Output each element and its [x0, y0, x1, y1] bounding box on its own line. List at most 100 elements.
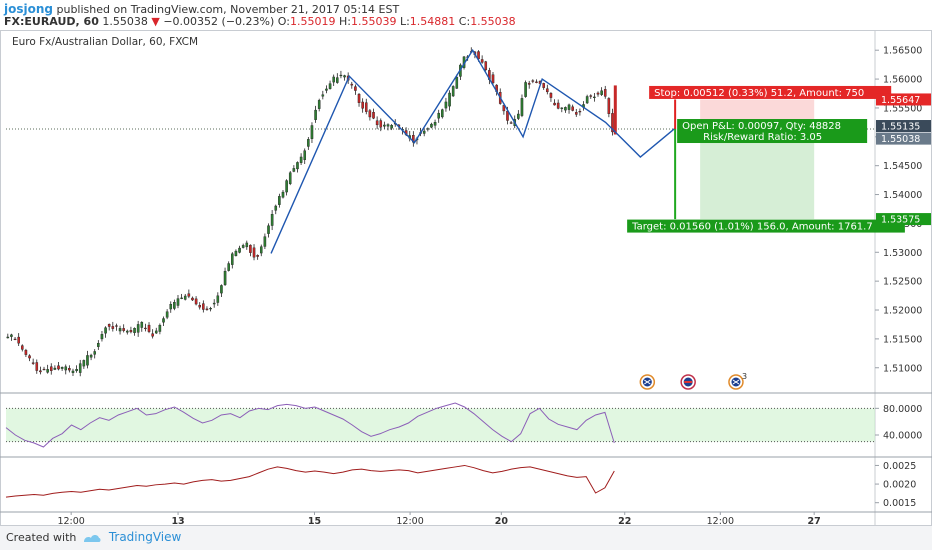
- candle-body: [162, 318, 165, 323]
- candles: [6, 47, 614, 377]
- symbol-name[interactable]: FX:EURAUD, 60: [4, 15, 99, 28]
- candle-body: [524, 82, 527, 97]
- candle-body: [527, 82, 531, 85]
- candle: [21, 344, 24, 352]
- chart-area[interactable]: Euro Fx/Australian Dollar, 60, FXCM 1.565…: [0, 30, 932, 526]
- candle-body: [578, 111, 582, 113]
- candle-body: [336, 77, 339, 83]
- osc-tick-label: 0.0020: [883, 480, 916, 491]
- candle: [68, 365, 71, 373]
- price-pane: Euro Fx/Australian Dollar, 60, FXCM 1.565…: [0, 30, 932, 526]
- candle: [571, 104, 574, 112]
- symbol-line: FX:EURAUD, 60 1.55038 ▼ −0.00352 (−0.23%…: [4, 15, 516, 28]
- stop-label[interactable]: Stop: 0.00512 (0.33%) 51.2, Amount: 750: [649, 85, 892, 99]
- candle: [259, 244, 263, 257]
- usa-flag-icon[interactable]: [680, 374, 696, 390]
- candle-body: [430, 123, 433, 128]
- candle: [118, 325, 122, 335]
- candle: [412, 131, 415, 147]
- candle: [593, 93, 596, 102]
- candle-body: [422, 130, 426, 134]
- candle-body: [252, 247, 256, 258]
- oscillator-pane: 0.0025 0.0020 0.0015: [0, 461, 932, 513]
- stop-label-text: Stop: 0.00512 (0.33%) 51.2, Amount: 750: [654, 88, 864, 99]
- candle: [582, 101, 585, 111]
- target-label[interactable]: Target: 0.01560 (1.01%) 156.0, Amount: 1…: [627, 219, 905, 233]
- candle-body: [491, 74, 495, 84]
- candle-body: [151, 333, 154, 337]
- tradingview-link[interactable]: TradingView: [82, 530, 181, 544]
- candle-body: [585, 96, 589, 104]
- candle: [281, 189, 285, 199]
- candle-body: [154, 330, 158, 334]
- pnl-label[interactable]: Open P&L: 0.00097, Qty: 48828Risk/Reward…: [677, 119, 868, 144]
- candle-body: [390, 125, 393, 129]
- candle-body: [589, 95, 593, 97]
- candle-body: [115, 325, 118, 327]
- candle: [310, 122, 314, 143]
- candle: [339, 70, 343, 79]
- candle: [451, 85, 455, 97]
- time-tick-label: 20: [495, 516, 509, 526]
- candle: [596, 91, 600, 97]
- wave-projection-line[interactable]: [270, 48, 676, 254]
- pnl-label-line-2: Risk/Reward Ratio: 3.05: [703, 132, 822, 143]
- candle-body: [607, 98, 611, 114]
- candle-body: [332, 76, 335, 83]
- candle: [441, 108, 444, 119]
- candle-body: [158, 324, 162, 332]
- price-badge-text: 1.53575: [881, 215, 920, 226]
- last-price: 1.55038: [102, 15, 148, 28]
- candle-body: [444, 101, 448, 109]
- low-label: L:: [399, 15, 410, 28]
- candle-body: [238, 247, 241, 253]
- australia-flag-icon[interactable]: 3: [728, 372, 747, 390]
- down-arrow-icon: ▼: [151, 15, 160, 28]
- candle: [256, 254, 259, 260]
- time-tick-label: 22: [618, 516, 631, 526]
- candle: [444, 97, 448, 112]
- candle: [317, 98, 321, 112]
- candle-body: [133, 328, 136, 333]
- candle-body: [28, 355, 31, 359]
- candle: [227, 261, 230, 272]
- price-tick-label: 1.51000: [883, 363, 922, 374]
- australia-flag-icon[interactable]: [639, 374, 656, 390]
- candle: [386, 123, 390, 131]
- candle: [144, 323, 147, 332]
- target-zone[interactable]: [700, 129, 815, 220]
- time-axis: 12:00 13 15 12:00 20 22 12:00 27: [57, 512, 821, 526]
- candle: [379, 118, 383, 132]
- candle: [314, 105, 317, 123]
- author-link[interactable]: josjong: [4, 2, 53, 16]
- price-badge-text: 1.55135: [881, 122, 920, 133]
- price-tick-label: 1.51500: [883, 334, 922, 345]
- candle-body: [451, 86, 455, 97]
- candle: [600, 87, 603, 96]
- candle: [491, 72, 495, 86]
- price-tick-label: 1.52000: [883, 306, 922, 317]
- candle-body: [223, 270, 227, 285]
- candle-body: [78, 363, 82, 373]
- price-badge-bg: [876, 213, 931, 226]
- candle-body: [118, 328, 122, 332]
- rsi-line: [5, 402, 615, 448]
- candle: [307, 137, 310, 150]
- candle: [39, 366, 42, 375]
- candle-body: [42, 368, 46, 371]
- candle-body: [129, 330, 133, 333]
- candle-body: [71, 370, 75, 373]
- candle: [46, 364, 49, 374]
- close-label: C:: [458, 15, 471, 28]
- candle: [364, 98, 368, 115]
- price-tick-label: 1.55500: [883, 103, 922, 114]
- candle-body: [274, 205, 278, 211]
- candle-body: [350, 83, 354, 86]
- candle: [589, 94, 593, 99]
- candle-body: [296, 162, 299, 170]
- candle-body: [364, 102, 368, 112]
- candle: [60, 366, 64, 371]
- candle: [104, 326, 107, 338]
- candle: [162, 316, 165, 326]
- candle: [24, 348, 28, 358]
